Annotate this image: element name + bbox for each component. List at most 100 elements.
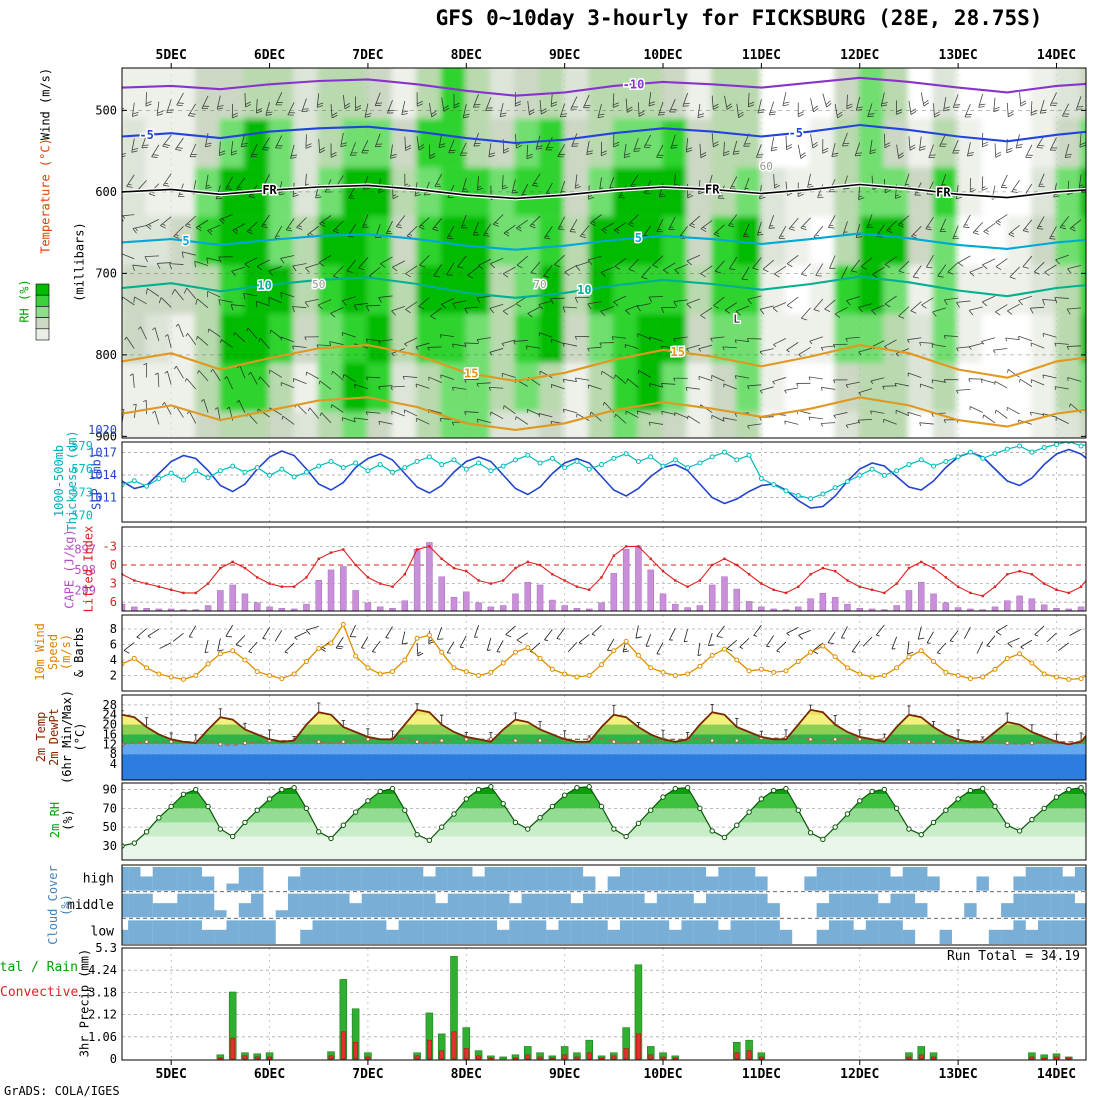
- svg-text:90: 90: [103, 783, 117, 797]
- svg-text:70: 70: [533, 278, 546, 291]
- svg-text:8: 8: [110, 622, 117, 636]
- svg-text:10DEC: 10DEC: [643, 1067, 682, 1082]
- svg-text:5: 5: [182, 234, 189, 248]
- svg-text:2: 2: [110, 669, 117, 683]
- svg-text:897: 897: [74, 543, 96, 557]
- thickness-axis-label: 1000-500mb Thickness (dm): [52, 430, 79, 532]
- svg-text:7DEC: 7DEC: [352, 1067, 383, 1082]
- svg-text:20: 20: [103, 718, 117, 732]
- svg-text:28: 28: [103, 698, 117, 712]
- svg-text:FR: FR: [262, 183, 277, 197]
- svg-text:70: 70: [103, 801, 117, 815]
- svg-text:579: 579: [71, 439, 93, 453]
- svg-text:3.18: 3.18: [88, 985, 117, 999]
- x-axis-bottom: 5DEC 6DEC 7DEC 8DEC 9DEC 10DEC 11DEC 12DEC 13DEC…: [156, 1060, 1076, 1082]
- upper-wind-axis-label: Wind (m/s): [38, 67, 53, 141]
- svg-text:4: 4: [110, 653, 117, 667]
- x-axis-top: 5DEC 6DEC 7DEC 8DEC 9DEC 10DEC 11DEC 12DEC 13DEC…: [156, 48, 1076, 68]
- svg-text:12DEC: 12DEC: [840, 48, 879, 63]
- svg-text:-10: -10: [623, 77, 645, 91]
- svg-text:299: 299: [74, 584, 96, 598]
- wind10m-axis-label: 10m Wind Speed (m/s) & Barbs: [33, 623, 86, 681]
- svg-text:576: 576: [71, 462, 93, 476]
- svg-text:15: 15: [464, 367, 478, 381]
- svg-text:0: 0: [110, 558, 117, 572]
- svg-text:5: 5: [635, 231, 642, 245]
- cloud-cover-axis-label-line2: (%): [59, 894, 73, 916]
- svg-text:8: 8: [110, 747, 117, 761]
- slp-axis-label: SLP (mb): [89, 452, 104, 510]
- svg-text:-5: -5: [139, 128, 153, 142]
- run-total-text: Run Total = 34.19: [947, 949, 1080, 964]
- svg-text:5DEC: 5DEC: [156, 1067, 187, 1082]
- svg-text:1020: 1020: [88, 423, 117, 437]
- svg-text:1.06: 1.06: [88, 1030, 117, 1044]
- panel-2m-rh: 30 50 70 90: [103, 782, 1087, 861]
- svg-text:2.12: 2.12: [88, 1008, 117, 1022]
- svg-text:15: 15: [671, 345, 685, 359]
- precip-convective-legend: Convective: [0, 985, 79, 1000]
- svg-text:573: 573: [71, 485, 93, 499]
- chart-title: GFS 0~10day 3-hourly for FICKSBURG (28E,…: [435, 6, 1043, 30]
- svg-text:12DEC: 12DEC: [840, 1067, 879, 1082]
- thickness-axis-label-line2: Thickness (dm): [65, 430, 79, 532]
- svg-text:50: 50: [312, 278, 325, 291]
- upper-temperature-axis-label: Temperature (°C): [38, 138, 53, 254]
- svg-text:L: L: [733, 312, 740, 325]
- millibars-axis-label: (millibars): [72, 222, 87, 302]
- svg-text:7DEC: 7DEC: [352, 48, 383, 63]
- svg-text:570: 570: [71, 509, 93, 523]
- svg-text:1017: 1017: [88, 446, 117, 460]
- svg-text:14DEC: 14DEC: [1037, 1067, 1076, 1082]
- temp2m-axis-label-line4: (°C): [73, 722, 87, 752]
- svg-text:FR: FR: [936, 186, 951, 200]
- panel-precip: 0 1.06 2.12 3.18 4.24 5.3 Run Total = 34.19: [88, 941, 1087, 1066]
- svg-text:5.3: 5.3: [95, 941, 117, 955]
- svg-text:11DEC: 11DEC: [742, 1067, 781, 1082]
- rh-colorbar: [35, 283, 50, 341]
- svg-text:50: 50: [103, 820, 117, 834]
- svg-text:8DEC: 8DEC: [451, 48, 482, 63]
- rh2m-axis-label-line2: (%): [61, 809, 75, 831]
- svg-text:middle: middle: [67, 898, 114, 913]
- svg-text:30: 30: [103, 839, 117, 853]
- svg-text:0: 0: [110, 1052, 117, 1066]
- svg-text:8DEC: 8DEC: [451, 1067, 482, 1082]
- svg-text:600: 600: [95, 185, 117, 199]
- cape-axis-label: CAPE (J/kg): [62, 529, 77, 609]
- svg-text:10: 10: [577, 283, 591, 297]
- svg-text:4.24: 4.24: [88, 963, 117, 977]
- svg-text:FR: FR: [705, 182, 720, 196]
- svg-text:9DEC: 9DEC: [549, 1067, 580, 1082]
- precip-total-legend: Total / Rain: [0, 960, 78, 975]
- svg-text:10: 10: [257, 278, 271, 292]
- svg-text:4: 4: [110, 757, 117, 771]
- svg-text:24: 24: [103, 708, 117, 722]
- panel-upper-air: -10 -5 -5 FR FR FR 5 5 10 10 15 15 50 70 60 L 500 600 700 8…: [95, 67, 1087, 443]
- svg-text:6: 6: [110, 595, 117, 609]
- svg-text:3: 3: [110, 577, 117, 591]
- svg-text:-5: -5: [789, 126, 803, 140]
- svg-text:1014: 1014: [88, 468, 117, 482]
- svg-text:6DEC: 6DEC: [254, 1067, 285, 1082]
- svg-text:5DEC: 5DEC: [156, 48, 187, 63]
- upper-wind-barbs: [122, 91, 1086, 429]
- rh-legend-label: RH (%): [17, 279, 32, 323]
- svg-text:13DEC: 13DEC: [939, 1067, 978, 1082]
- lifted-index-axis-label: Lifted Index: [81, 525, 96, 613]
- svg-text:16: 16: [103, 727, 117, 741]
- svg-text:1011: 1011: [88, 491, 117, 505]
- svg-text:700: 700: [95, 266, 117, 280]
- svg-text:60: 60: [760, 160, 773, 173]
- svg-text:12: 12: [103, 737, 117, 751]
- panel-cape-lifted-index: -3 0 3 6 299 598 897: [74, 526, 1087, 612]
- svg-text:11DEC: 11DEC: [742, 48, 781, 63]
- svg-text:high: high: [83, 871, 114, 886]
- panel-slp-thickness: 1011 1014 1017 1020 570 573 576 579: [71, 423, 1087, 523]
- svg-text:500: 500: [95, 103, 117, 117]
- panel-cloud-cover: high middle low: [67, 864, 1087, 946]
- svg-text:6DEC: 6DEC: [254, 48, 285, 63]
- svg-text:14DEC: 14DEC: [1037, 48, 1076, 63]
